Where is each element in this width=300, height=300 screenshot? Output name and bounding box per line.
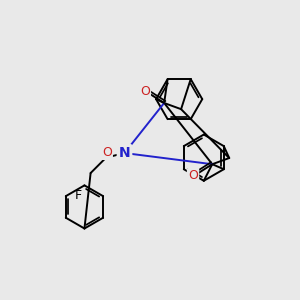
- Text: O: O: [188, 169, 198, 182]
- Text: N: N: [119, 146, 130, 160]
- Text: F: F: [75, 189, 82, 202]
- Text: O: O: [102, 146, 112, 159]
- Text: O: O: [140, 85, 150, 98]
